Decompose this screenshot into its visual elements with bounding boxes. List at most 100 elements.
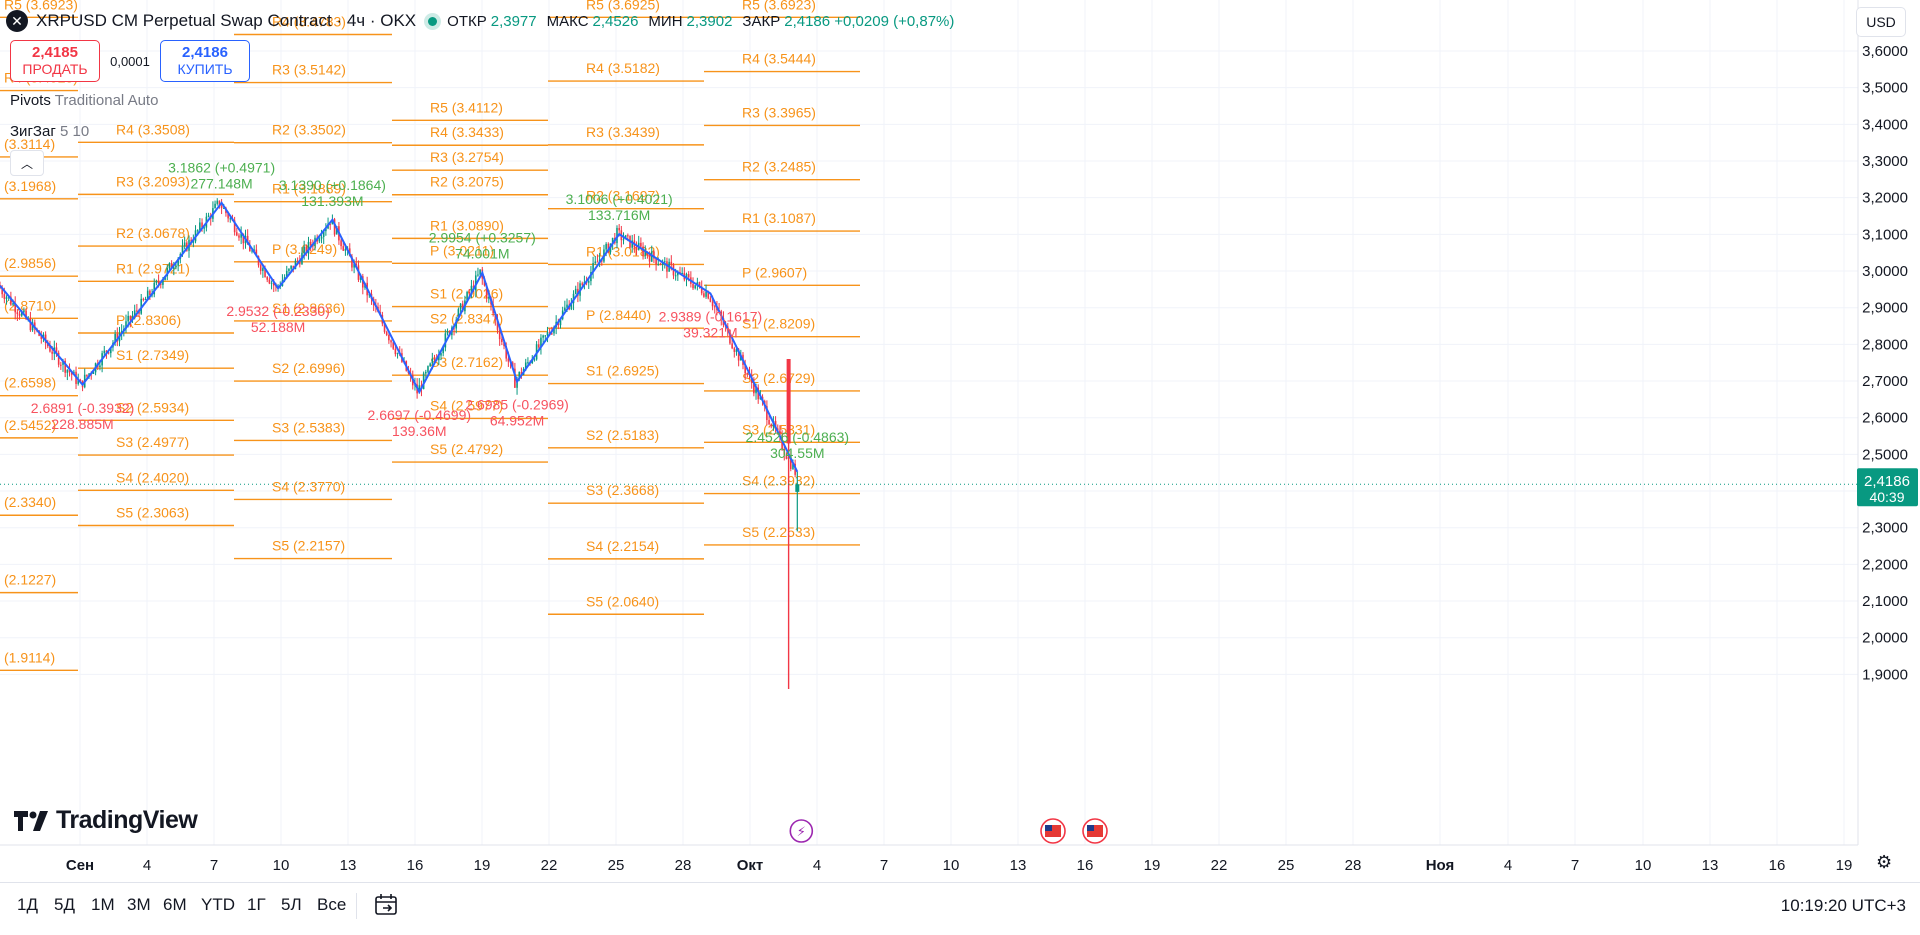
candle-body [488, 297, 490, 299]
indicator-pivots[interactable]: Pivots Traditional Auto [10, 92, 158, 109]
pivot-level-label: R2 (3.2075) [430, 174, 504, 190]
range-5y[interactable]: 5Л [281, 895, 302, 914]
pivot-level-label: (1.9114) [4, 649, 55, 665]
candle-body [566, 304, 568, 308]
range-3m[interactable]: 3М [127, 895, 151, 914]
candle-body [285, 270, 288, 278]
candle-body [707, 291, 710, 299]
indicator-zigzag[interactable]: ЗигЗаг 5 10 [10, 123, 89, 140]
range-1y[interactable]: 1Г [247, 895, 266, 914]
range-all[interactable]: Все [317, 895, 347, 914]
candle-body [266, 277, 269, 280]
candle-body [553, 327, 555, 334]
candle-body [501, 339, 503, 342]
candle-body [18, 314, 21, 316]
candle-body [77, 380, 80, 384]
zigzag-volume-label: 39.321M [683, 324, 737, 340]
zigzag-volume-label: 131.393M [301, 193, 363, 209]
pivot-level-label: R3 (3.2093) [116, 173, 190, 189]
tradingview-logo[interactable]: TradingView [14, 806, 198, 835]
high-label: МАКС [546, 12, 589, 30]
pivot-level-label: R4 (3.5182) [586, 60, 660, 76]
pivot-level-label: P (3.0211) [430, 242, 494, 258]
x-axis-tick-label: 16 [407, 857, 424, 874]
pivot-level-label: R4 (3.5444) [742, 51, 816, 67]
zigzag-pivot-label: 2.9954 (+0.3257) [429, 230, 536, 246]
range-5d[interactable]: 5Д [54, 895, 75, 914]
pivot-level-label: S4 (2.3770) [272, 478, 345, 494]
zigzag-pivot-label: 2.9389 (-0.1617) [659, 308, 763, 324]
candle-body [14, 303, 17, 313]
candle-body [177, 258, 179, 266]
zigzag-pivot-label: 2.4526 (-0.4863) [746, 429, 850, 445]
y-axis-tick-label: 2,2000 [1862, 556, 1908, 573]
currency-select[interactable]: USD [1856, 7, 1906, 37]
candle-body [255, 249, 258, 257]
candle-body [236, 232, 238, 236]
candle-body [60, 364, 62, 366]
candle-body [242, 233, 245, 244]
trade-panel: 2,4185 ПРОДАТЬ 0,0001 2,4186 КУПИТЬ [10, 40, 250, 82]
sell-button[interactable]: 2,4185 ПРОДАТЬ [10, 40, 100, 82]
zigzag-volume-label: 304.55M [770, 445, 824, 461]
candle-body [385, 331, 388, 336]
pivot-level-label: S1 (2.6925) [586, 363, 659, 379]
candle-body [581, 283, 584, 285]
candle-body [149, 290, 151, 296]
candle-body [446, 331, 449, 334]
pivot-level-label: S1 (2.8636) [272, 300, 345, 316]
calendar-goto-icon[interactable] [374, 893, 400, 917]
zigzag-name: ЗигЗаг [10, 123, 56, 140]
candle-body [729, 330, 731, 344]
collapse-indicators-button[interactable]: ︿ [10, 150, 44, 176]
axis-settings-icon[interactable]: ⚙ [1876, 852, 1893, 872]
candle-body [238, 235, 240, 238]
candle-body [618, 227, 620, 231]
candle-body [607, 243, 610, 253]
range-6m[interactable]: 6М [163, 895, 187, 914]
pivot-level-label: R1 (3.1087) [742, 210, 816, 226]
symbol-title[interactable]: XRPUSD CM Perpetual Swap Contract · 4ч ·… [36, 11, 417, 30]
lightning-event-icon [789, 819, 814, 843]
buy-button[interactable]: 2,4186 КУПИТЬ [160, 40, 250, 82]
candle-body [786, 359, 791, 444]
candle-body [173, 267, 175, 269]
zigzag-volume-label: 277.148M [190, 176, 252, 192]
candle-body [199, 222, 201, 231]
candle-body [427, 366, 429, 372]
candle-body [109, 347, 112, 354]
candle-body [635, 247, 638, 250]
candle-body [696, 282, 699, 286]
range-ytd[interactable]: YTD [201, 895, 235, 914]
candle-body [166, 267, 169, 277]
candle-body [249, 244, 251, 252]
candle-body [418, 385, 421, 394]
candle-body [290, 265, 292, 269]
chart-header: ✕ XRPUSD CM Perpetual Swap Contract · 4ч… [6, 8, 960, 34]
x-axis-tick-label: 28 [675, 857, 692, 874]
bottom-toolbar: 1Д 5Д 1М 3М 6М YTD 1Г 5Л Все 10:19:20 UT… [0, 882, 1920, 933]
candle-body [705, 291, 707, 297]
clock-timezone[interactable]: 10:19:20 UTC+3 [1780, 896, 1906, 915]
pivot-level-label: S4 (2.2154) [586, 538, 659, 554]
pivot-level-label: S3 (2.3668) [586, 482, 659, 498]
range-1d[interactable]: 1Д [17, 895, 38, 914]
x-axis-tick-label: 16 [1769, 857, 1786, 874]
candle-body [136, 310, 138, 312]
candle-body [711, 301, 714, 307]
pivot-level-label: P (2.9607) [742, 264, 807, 280]
buy-price: 2,4186 [182, 44, 228, 61]
y-axis-tick-label: 2,8000 [1862, 336, 1908, 353]
close-icon[interactable]: ✕ [6, 10, 28, 32]
candle-body [355, 263, 358, 266]
y-axis-tick-label: 2,7000 [1862, 373, 1908, 390]
toolbar-divider [356, 893, 357, 919]
range-1m[interactable]: 1М [91, 895, 115, 914]
pivot-level-label: R5 (3.4112) [430, 99, 503, 115]
x-axis-tick-label: Сен [66, 857, 94, 874]
zigzag-params: 5 10 [59, 123, 90, 140]
pivot-level-label: S2 (2.6996) [272, 360, 345, 376]
pivot-level-label: R4 (3.3508) [116, 121, 190, 137]
x-axis-tick-label: 4 [143, 857, 151, 874]
